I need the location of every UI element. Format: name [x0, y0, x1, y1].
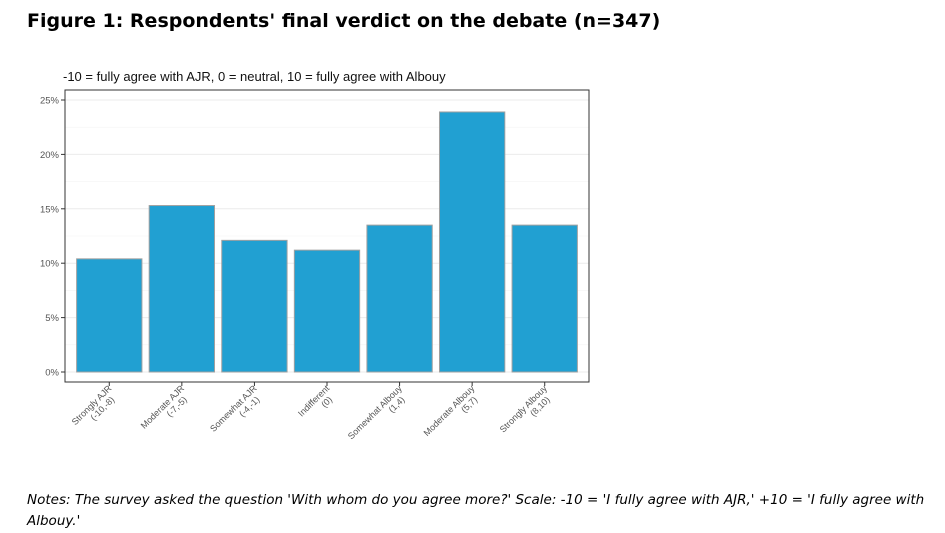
bar	[293, 249, 361, 373]
y-tick-label: 25%	[40, 96, 60, 107]
x-tick-label: Strongly AJR(-10,-8)	[70, 383, 117, 427]
x-tick-label: Moderate AJR(-7,-5)	[139, 383, 189, 431]
y-tick-label: 15%	[40, 204, 60, 215]
figure-notes: Notes: The survey asked the question 'Wi…	[27, 492, 925, 529]
x-tick-label: Moderate Albouy(5,7)	[422, 383, 480, 438]
x-tick-label: Indifferent(0)	[296, 383, 334, 419]
y-tick-label: 5%	[45, 313, 59, 324]
x-tick-label: Strongly Albouy(8,10)	[498, 383, 552, 435]
bars	[76, 111, 578, 373]
x-tick-label: Somewhat Albouy(1,4)	[346, 383, 407, 441]
bar	[148, 205, 216, 373]
bar	[76, 258, 143, 373]
y-axis: 0% 5% 10% 15% 20% 25%	[40, 96, 65, 379]
bar	[438, 111, 506, 373]
figure-title: Figure 1: Respondents' final verdict on …	[27, 10, 661, 32]
bar	[511, 224, 578, 373]
bar	[366, 224, 433, 373]
bar-chart: -10 = fully agree with AJR, 0 = neutral,…	[40, 69, 590, 441]
x-tick-label: Somewhat AJR(-4,-1)	[208, 383, 261, 434]
y-tick-label: 10%	[40, 259, 60, 270]
bar	[221, 239, 288, 373]
y-tick-label: 20%	[40, 150, 60, 161]
chart-subtitle: -10 = fully agree with AJR, 0 = neutral,…	[63, 69, 446, 84]
y-tick-label: 0%	[45, 368, 59, 379]
x-axis: Strongly AJR(-10,-8) Moderate AJR(-7,-5) S…	[70, 382, 552, 441]
